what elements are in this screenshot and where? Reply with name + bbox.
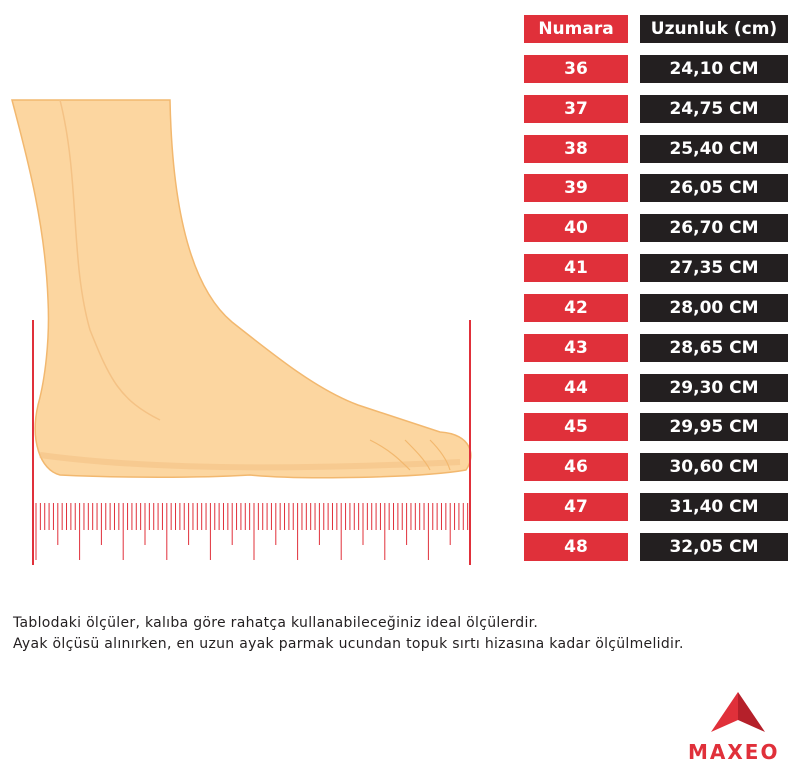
- size-cell: 45: [524, 413, 628, 442]
- size-cell: 44: [524, 373, 628, 402]
- size-cell: 38: [524, 134, 628, 163]
- size-cell: 47: [524, 493, 628, 522]
- size-cell: 43: [524, 333, 628, 362]
- length-cell: 26,70 CM: [640, 214, 788, 243]
- foot-illustration: [11, 99, 472, 565]
- length-cell: 30,60 CM: [640, 453, 788, 482]
- length-cell: 24,75 CM: [640, 94, 788, 123]
- size-cell: 40: [524, 214, 628, 243]
- size-cell: 41: [524, 254, 628, 283]
- length-cell: 31,40 CM: [640, 493, 788, 522]
- header-cell: Uzunluk (cm): [640, 15, 788, 43]
- logo-mark: [711, 692, 765, 732]
- size-cell: 46: [524, 453, 628, 482]
- length-cell: 25,40 CM: [640, 134, 788, 163]
- length-cell: 28,65 CM: [640, 333, 788, 362]
- logo-text: MAXEO: [688, 740, 780, 764]
- size-cell: 36: [524, 55, 628, 83]
- note-line: Ayak ölçüsü alınırken, en uzun ayak parm…: [13, 636, 684, 652]
- length-cell: 27,35 CM: [640, 254, 788, 283]
- size-cell: 48: [524, 532, 628, 561]
- length-cell: 28,00 CM: [640, 293, 788, 322]
- length-cell: 32,05 CM: [640, 532, 788, 561]
- size-cell: 37: [524, 94, 628, 123]
- header-cell: Numara: [524, 15, 628, 43]
- length-cell: 26,05 CM: [640, 174, 788, 203]
- length-cell: 24,10 CM: [640, 55, 788, 83]
- length-cell: 29,30 CM: [640, 373, 788, 402]
- length-cell: 29,95 CM: [640, 413, 788, 442]
- note-line: Tablodaki ölçüler, kalıba göre rahatça k…: [13, 615, 539, 631]
- size-cell: 39: [524, 174, 628, 203]
- size-cell: 42: [524, 293, 628, 322]
